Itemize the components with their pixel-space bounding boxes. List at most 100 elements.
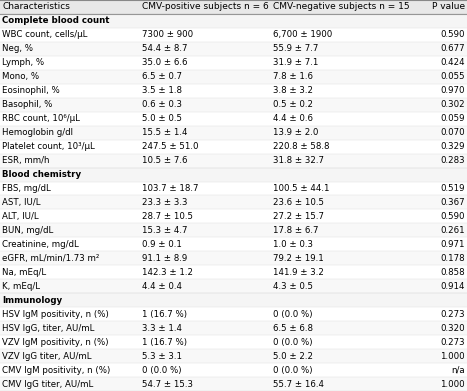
Text: 54.7 ± 15.3: 54.7 ± 15.3 [142,380,193,389]
Text: 6.5 ± 0.7: 6.5 ± 0.7 [142,72,183,81]
Text: ESR, mm/h: ESR, mm/h [2,156,50,165]
Text: 3.3 ± 1.4: 3.3 ± 1.4 [142,324,183,333]
Text: 17.8 ± 6.7: 17.8 ± 6.7 [273,226,318,235]
Text: FBS, mg/dL: FBS, mg/dL [2,184,51,193]
Text: 55.9 ± 7.7: 55.9 ± 7.7 [273,44,318,54]
Text: CMV-negative subjects n = 15: CMV-negative subjects n = 15 [273,2,410,11]
Bar [0,293,467,307]
Bar [0,168,467,181]
Text: 4.4 ± 0.4: 4.4 ± 0.4 [142,282,183,291]
Text: 0.059: 0.059 [440,114,465,123]
Bar [0,181,467,196]
Text: 0.424: 0.424 [440,58,465,67]
Text: 0.178: 0.178 [440,254,465,263]
Text: 15.3 ± 4.7: 15.3 ± 4.7 [142,226,188,235]
Text: 31.9 ± 7.1: 31.9 ± 7.1 [273,58,318,67]
Bar [0,321,467,335]
Text: 13.9 ± 2.0: 13.9 ± 2.0 [273,128,318,137]
Text: WBC count, cells/μL: WBC count, cells/μL [2,30,88,39]
Text: CMV IgM positivity, n (%): CMV IgM positivity, n (%) [2,366,111,375]
Text: 0.283: 0.283 [440,156,465,165]
Text: 0 (0.0 %): 0 (0.0 %) [273,310,313,319]
Text: 4.3 ± 0.5: 4.3 ± 0.5 [273,282,313,291]
Text: 0.320: 0.320 [440,324,465,333]
Text: Immunology: Immunology [2,296,63,305]
Text: 0.302: 0.302 [440,100,465,109]
Bar [0,307,467,321]
Text: 4.4 ± 0.6: 4.4 ± 0.6 [273,114,313,123]
Bar [0,349,467,363]
Text: 54.4 ± 8.7: 54.4 ± 8.7 [142,44,188,54]
Text: 6,700 ± 1900: 6,700 ± 1900 [273,30,333,39]
Text: 91.1 ± 8.9: 91.1 ± 8.9 [142,254,188,263]
Text: 0.519: 0.519 [440,184,465,193]
Text: Platelet count, 10³/μL: Platelet count, 10³/μL [2,142,95,151]
Text: 1 (16.7 %): 1 (16.7 %) [142,337,187,347]
Text: 0.971: 0.971 [440,240,465,249]
Text: HSV IgM positivity, n (%): HSV IgM positivity, n (%) [2,310,109,319]
Text: AST, IU/L: AST, IU/L [2,198,41,207]
Text: Characteristics: Characteristics [2,2,70,11]
Text: 0.858: 0.858 [440,268,465,277]
Text: 0.590: 0.590 [440,30,465,39]
Text: n/a: n/a [451,366,465,375]
Bar [0,363,467,377]
Bar [0,140,467,154]
Text: 7300 ± 900: 7300 ± 900 [142,30,193,39]
Text: 0.367: 0.367 [440,198,465,207]
Text: 1.000: 1.000 [440,352,465,361]
Text: 0 (0.0 %): 0 (0.0 %) [273,366,313,375]
Text: 23.6 ± 10.5: 23.6 ± 10.5 [273,198,324,207]
Bar [0,237,467,251]
Text: Mono, %: Mono, % [2,72,39,81]
Text: 141.9 ± 3.2: 141.9 ± 3.2 [273,268,324,277]
Text: 3.8 ± 3.2: 3.8 ± 3.2 [273,86,313,95]
Text: 0.590: 0.590 [440,212,465,221]
Text: 5.3 ± 3.1: 5.3 ± 3.1 [142,352,183,361]
Text: 1.0 ± 0.3: 1.0 ± 0.3 [273,240,313,249]
Text: Complete blood count: Complete blood count [2,16,110,25]
Text: 0 (0.0 %): 0 (0.0 %) [142,366,182,375]
Text: Creatinine, mg/dL: Creatinine, mg/dL [2,240,79,249]
Text: Eosinophil, %: Eosinophil, % [2,86,60,95]
Text: BUN, mg/dL: BUN, mg/dL [2,226,54,235]
Bar [0,42,467,56]
Text: 0.273: 0.273 [440,337,465,347]
Text: Neg, %: Neg, % [2,44,33,54]
Text: 0.261: 0.261 [440,226,465,235]
Text: 220.8 ± 58.8: 220.8 ± 58.8 [273,142,330,151]
Bar [0,154,467,168]
Text: 3.5 ± 1.8: 3.5 ± 1.8 [142,86,183,95]
Bar [0,56,467,70]
Text: Lymph, %: Lymph, % [2,58,44,67]
Bar [0,0,467,14]
Bar [0,251,467,265]
Bar [0,112,467,126]
Text: HSV IgG, titer, AU/mL: HSV IgG, titer, AU/mL [2,324,95,333]
Text: K, mEq/L: K, mEq/L [2,282,40,291]
Text: 0.9 ± 0.1: 0.9 ± 0.1 [142,240,182,249]
Text: 23.3 ± 3.3: 23.3 ± 3.3 [142,198,188,207]
Text: 0.970: 0.970 [440,86,465,95]
Text: 142.3 ± 1.2: 142.3 ± 1.2 [142,268,193,277]
Text: eGFR, mL/min/1.73 m²: eGFR, mL/min/1.73 m² [2,254,100,263]
Text: VZV IgG titer, AU/mL: VZV IgG titer, AU/mL [2,352,92,361]
Bar [0,335,467,349]
Text: 55.7 ± 16.4: 55.7 ± 16.4 [273,380,324,389]
Text: 27.2 ± 15.7: 27.2 ± 15.7 [273,212,324,221]
Text: 6.5 ± 6.8: 6.5 ± 6.8 [273,324,313,333]
Text: 103.7 ± 18.7: 103.7 ± 18.7 [142,184,199,193]
Bar [0,126,467,140]
Text: 0.273: 0.273 [440,310,465,319]
Text: 0.914: 0.914 [440,282,465,291]
Bar [0,84,467,98]
Text: 5.0 ± 2.2: 5.0 ± 2.2 [273,352,313,361]
Bar [0,210,467,223]
Text: 79.2 ± 19.1: 79.2 ± 19.1 [273,254,324,263]
Text: 0.055: 0.055 [440,72,465,81]
Bar [0,196,467,210]
Text: 5.0 ± 0.5: 5.0 ± 0.5 [142,114,183,123]
Text: 100.5 ± 44.1: 100.5 ± 44.1 [273,184,330,193]
Text: 247.5 ± 51.0: 247.5 ± 51.0 [142,142,199,151]
Bar [0,279,467,293]
